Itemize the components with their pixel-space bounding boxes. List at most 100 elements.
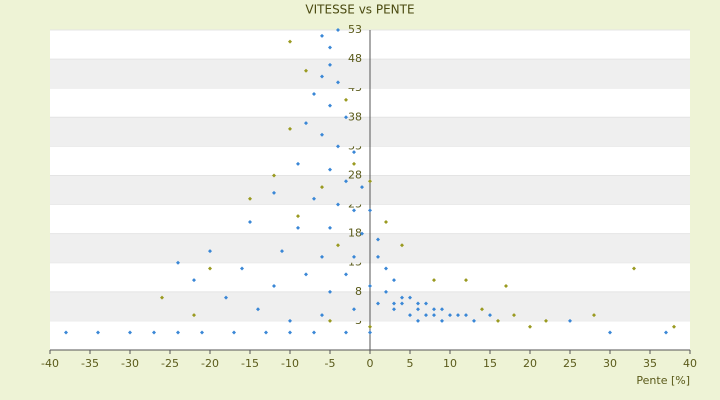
y-tick-label: 18	[348, 227, 362, 240]
point	[392, 307, 396, 312]
x-tick-label: -30	[121, 357, 139, 370]
point	[400, 243, 404, 248]
point	[296, 214, 300, 219]
point	[328, 167, 332, 172]
point	[432, 278, 436, 283]
point	[336, 80, 340, 85]
point	[376, 301, 380, 306]
point	[208, 249, 212, 254]
point	[320, 185, 324, 190]
point	[240, 266, 244, 271]
point	[96, 330, 100, 335]
x-tick-label: 15	[483, 357, 497, 370]
point	[264, 330, 268, 335]
point	[328, 289, 332, 294]
point	[424, 313, 428, 318]
point	[288, 39, 292, 44]
point	[320, 132, 324, 137]
point	[320, 313, 324, 318]
point	[368, 324, 372, 329]
point	[352, 307, 356, 312]
point	[128, 330, 132, 335]
point	[432, 307, 436, 312]
point	[312, 196, 316, 201]
point	[320, 33, 324, 38]
point	[368, 284, 372, 288]
point	[672, 324, 676, 329]
y-tick-label: 53	[348, 23, 362, 36]
point	[400, 295, 404, 300]
point	[336, 243, 340, 248]
point	[232, 330, 236, 335]
point	[256, 307, 260, 312]
point	[376, 254, 380, 259]
point	[568, 318, 572, 323]
point	[488, 313, 492, 318]
point	[416, 301, 420, 306]
point	[440, 307, 444, 312]
point	[320, 74, 324, 79]
point	[360, 231, 364, 236]
x-tick-label: -10	[281, 357, 299, 370]
point	[376, 237, 380, 242]
point	[288, 126, 292, 131]
point	[296, 161, 300, 166]
point	[272, 173, 276, 178]
point	[312, 330, 316, 335]
point	[448, 313, 452, 318]
point	[392, 278, 396, 283]
point	[368, 179, 372, 184]
point	[288, 330, 292, 335]
x-tick-label: 35	[643, 357, 657, 370]
point	[224, 295, 228, 300]
point	[472, 318, 476, 323]
point	[336, 28, 340, 32]
point	[496, 318, 500, 323]
point	[416, 318, 420, 323]
point	[304, 121, 308, 126]
x-axis-label: Pente [%]	[636, 374, 690, 387]
chart-title: VITESSE vs PENTE	[305, 3, 414, 17]
y-tick-label: 38	[348, 110, 362, 123]
point	[200, 330, 204, 335]
point	[416, 307, 420, 312]
point	[176, 330, 180, 335]
point	[368, 208, 372, 213]
point	[176, 260, 180, 265]
point	[320, 254, 324, 259]
point	[296, 225, 300, 230]
point	[304, 68, 308, 73]
point	[464, 278, 468, 283]
point	[152, 330, 156, 335]
point	[248, 220, 252, 224]
point	[456, 313, 460, 318]
point	[480, 307, 484, 312]
x-tick-label: 5	[407, 357, 414, 370]
point	[592, 313, 596, 318]
point	[328, 318, 332, 323]
point	[328, 103, 332, 108]
point	[208, 266, 212, 271]
point	[440, 318, 444, 323]
point	[160, 295, 164, 300]
point	[328, 45, 332, 50]
point	[504, 284, 508, 288]
point	[280, 249, 284, 254]
point	[336, 144, 340, 149]
point	[632, 266, 636, 271]
y-tick-label: 28	[348, 168, 362, 181]
point	[352, 161, 356, 166]
x-tick-label: -40	[41, 357, 59, 370]
x-tick-label: -20	[201, 357, 219, 370]
x-tick-label: -5	[325, 357, 336, 370]
point	[664, 330, 668, 335]
point	[352, 150, 356, 155]
point	[544, 318, 548, 323]
x-tick-label: 25	[563, 357, 577, 370]
point	[368, 330, 372, 335]
point	[432, 313, 436, 318]
x-tick-label: 10	[443, 357, 457, 370]
point	[344, 272, 348, 277]
point	[272, 190, 276, 195]
